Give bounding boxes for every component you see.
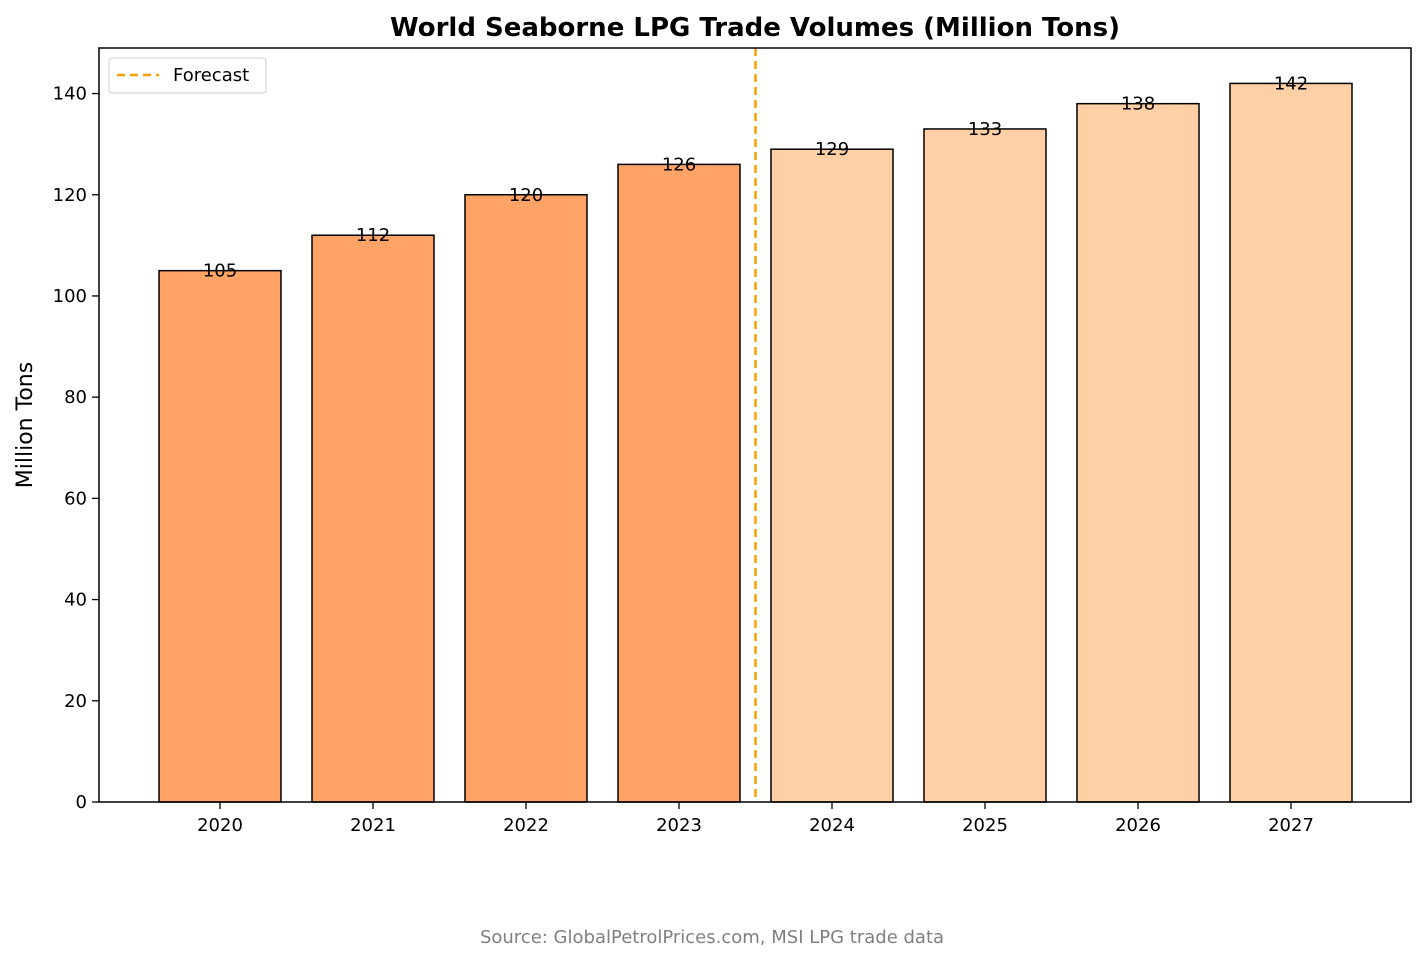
- legend-forecast-label: Forecast: [173, 65, 249, 86]
- y-tick-label-140: 140: [53, 84, 87, 105]
- y-axis-label: Million Tons: [13, 362, 38, 488]
- data-label-2024: 129: [815, 139, 849, 160]
- bar-2026: [1076, 102, 1200, 803]
- legend-box: [108, 57, 267, 94]
- y-tick-label-40: 40: [64, 590, 87, 611]
- x-tick-label-2022: 2022: [503, 815, 549, 836]
- data-label-2021: 112: [356, 225, 390, 246]
- data-label-2026: 138: [1121, 94, 1155, 115]
- legend: Forecast: [108, 57, 267, 94]
- source-note: Source: GlobalPetrolPrices.com, MSI LPG …: [480, 927, 944, 948]
- bar-2021: [311, 234, 435, 803]
- x-tick-label-2027: 2027: [1268, 815, 1314, 836]
- data-label-2022: 120: [509, 185, 543, 206]
- bar-2020: [158, 269, 282, 803]
- x-tick-label-2023: 2023: [656, 815, 702, 836]
- x-tick-label-2025: 2025: [962, 815, 1008, 836]
- bars-layer: [158, 82, 1353, 803]
- x-tick-label-2020: 2020: [197, 815, 243, 836]
- x-tick-label-2026: 2026: [1115, 815, 1161, 836]
- y-tick-label-20: 20: [64, 691, 87, 712]
- data-labels-layer: 105 112 120 126 129 133 138 142: [203, 73, 1308, 281]
- bar-2025: [923, 128, 1047, 803]
- y-axis: 0 20 40 60 80 100 120 140: [53, 84, 99, 813]
- plot-frame: [98, 47, 1412, 803]
- data-label-2025: 133: [968, 119, 1002, 140]
- x-axis: 2020 2021 2022 2023 2024 2025 2026 2027: [197, 802, 1314, 836]
- data-label-2023: 126: [662, 154, 696, 175]
- x-tick-label-2021: 2021: [350, 815, 396, 836]
- x-tick-label-2024: 2024: [809, 815, 855, 836]
- data-label-2027: 142: [1274, 73, 1308, 94]
- data-label-2020: 105: [203, 261, 237, 282]
- y-tick-label-0: 0: [76, 792, 87, 813]
- bar-2023: [617, 163, 741, 803]
- chart-title: World Seaborne LPG Trade Volumes (Millio…: [390, 13, 1120, 43]
- y-tick-label-60: 60: [64, 488, 87, 509]
- bar-2022: [464, 194, 588, 803]
- y-tick-label-100: 100: [53, 286, 87, 307]
- bar-2027: [1229, 82, 1353, 803]
- bar-2024: [770, 148, 894, 803]
- y-tick-label-80: 80: [64, 387, 87, 408]
- y-tick-label-120: 120: [53, 185, 87, 206]
